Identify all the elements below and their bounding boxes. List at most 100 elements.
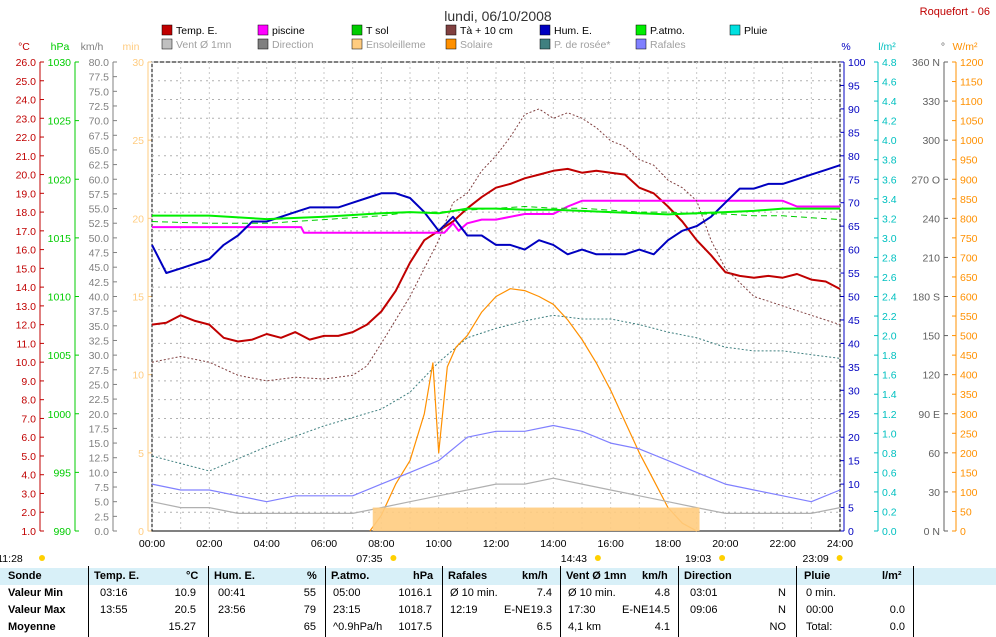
wm2-tick-label: 1050	[960, 116, 984, 128]
table-row: Valeur Max 13:55 20.5 23:56 79 23:15 1018.7 12:…	[0, 602, 996, 619]
temp-tick-label: 24.0	[16, 95, 37, 107]
lm2-tick-label: 0.2	[882, 506, 897, 518]
series-solaire-line	[369, 288, 697, 532]
temp-tick-label: 14.0	[16, 282, 37, 294]
ensoleillement-area	[372, 507, 700, 531]
deg-tick-label: 270 O	[911, 174, 940, 186]
legend-label: Temp. E.	[176, 25, 217, 37]
temp-tick-label: 4.0	[21, 470, 36, 482]
kmh-tick-label: 80.0	[89, 57, 110, 69]
legend-label: Vent Ø 1mn	[176, 39, 232, 51]
x-tick-label: 16:00	[598, 538, 624, 550]
wm2-tick-label: 300	[960, 409, 978, 421]
weather-chart: lundi, 06/10/2008 Roquefort - 06 Temp. E…	[0, 6, 990, 565]
min-tick-label: 0	[138, 526, 144, 538]
header-temp-unit: °C	[186, 570, 199, 582]
temp-tick-label: 23.0	[16, 113, 37, 125]
moonrise-time: 23:09	[802, 553, 828, 565]
temp-tick-label: 22.0	[16, 132, 37, 144]
station-name: Roquefort - 06	[920, 6, 990, 18]
wm2-tick-label: 100	[960, 487, 978, 499]
temp-tick-label: 15.0	[16, 263, 37, 275]
series-t-sol-line	[151, 206, 841, 224]
rosee-swatch	[539, 38, 551, 50]
lm2-tick-label: 1.6	[882, 370, 897, 382]
ensol-swatch	[351, 38, 363, 50]
series-hum-e--line	[151, 164, 841, 274]
moonset-icon	[39, 555, 45, 561]
hpa-tick-label: 1025	[48, 116, 72, 128]
wm2-tick-label: 500	[960, 331, 978, 343]
solaire-swatch	[445, 38, 457, 50]
kmh-tick-label: 60.0	[89, 174, 110, 186]
moonrise-icon	[836, 555, 843, 561]
series-piscine-line	[152, 199, 840, 234]
x-tick-label: 08:00	[368, 538, 394, 550]
kmh-tick-label: 2.5	[94, 511, 109, 523]
sunrise-icon	[390, 555, 397, 561]
table-cell-p-time: ^0.9hPa/h	[333, 621, 383, 633]
divider	[560, 566, 561, 637]
kmh-tick-label: 25.0	[89, 379, 110, 391]
table-cell-pl-val: 0.0	[889, 604, 905, 616]
hpa-unit-label: hPa	[51, 41, 70, 53]
table-cell-t-val: 20.5	[174, 604, 196, 616]
header-patmo-unit: hPa	[413, 570, 434, 582]
kmh-tick-label: 77.5	[89, 72, 110, 84]
kmh-tick-label: 50.0	[89, 233, 110, 245]
deg-tick-label: 30	[928, 487, 940, 499]
table-cell-p-val: 1017.5	[398, 621, 432, 633]
wm2-tick-label: 50	[960, 506, 972, 518]
kmh-tick-label: 30.0	[89, 350, 110, 362]
table-cell-h-val: 65	[303, 621, 316, 633]
wm2-tick-label: 750	[960, 233, 978, 245]
lm2-unit-label: l/m²	[878, 41, 896, 53]
kmh-tick-label: 62.5	[89, 160, 110, 172]
table-cell-pl-a: 0 min.	[806, 587, 836, 599]
lm2-tick-label: 0.8	[882, 448, 897, 460]
hpa-tick-label: 1010	[48, 292, 72, 304]
deg-tick-label: 210	[922, 252, 940, 264]
table-cell-pl-val: 0.0	[889, 621, 905, 633]
lm2-tick-label: 3.8	[882, 155, 897, 167]
series-t-10-cm-line	[151, 108, 841, 382]
pct-tick-label: 35	[848, 362, 860, 374]
noon-time: 14:43	[561, 553, 587, 565]
legend-label: Direction	[272, 39, 314, 51]
pct-tick-label: 80	[848, 151, 860, 163]
pct-tick-label: 15	[848, 456, 860, 468]
deg-tick-label: 150	[922, 331, 940, 343]
kmh-tick-label: 35.0	[89, 321, 110, 333]
deg-tick-label: 240	[922, 213, 940, 225]
kmh-tick-label: 67.5	[89, 130, 110, 142]
pct-tick-label: 45	[848, 315, 860, 327]
pct-tick-label: 20	[848, 432, 860, 444]
x-tick-label: 00:00	[139, 538, 165, 550]
lm2-tick-label: 1.0	[882, 428, 897, 440]
header-pluie: Pluie	[804, 570, 831, 582]
kmh-tick-label: 17.5	[89, 423, 110, 435]
x-tick-label: 24:00	[827, 538, 853, 550]
hpa-tick-label: 990	[53, 526, 71, 538]
divider	[442, 566, 443, 637]
table-cell-r-val: 6.5	[536, 621, 552, 633]
table-cell-t-val: 10.9	[174, 587, 196, 599]
min-tick-label: 15	[132, 292, 144, 304]
pct-tick-label: 0	[848, 526, 854, 538]
x-tick-label: 18:00	[655, 538, 681, 550]
table-row: Valeur Min 03:16 10.9 00:41 55 05:00 1016.1 Ø 1…	[0, 585, 996, 602]
pct-tick-label: 25	[848, 409, 860, 421]
deg-tick-label: 330	[922, 96, 940, 108]
temp-tick-label: 3.0	[21, 488, 36, 500]
table-cell-t-time: 03:16	[100, 587, 128, 599]
hpa-tick-label: 1015	[48, 233, 72, 245]
pct-tick-label: 60	[848, 245, 860, 257]
table-cell-p-val: 1018.7	[398, 604, 432, 616]
min-tick-label: 5	[138, 448, 144, 460]
table-cell-v-a: Ø 10 min.	[568, 587, 616, 599]
deg-tick-label: 180 S	[913, 292, 940, 304]
noon-icon	[594, 555, 601, 561]
table-cell-label: Valeur Max	[8, 604, 66, 616]
kmh-unit-label: km/h	[81, 41, 104, 53]
table-cell-d-time: 03:01	[690, 587, 718, 599]
